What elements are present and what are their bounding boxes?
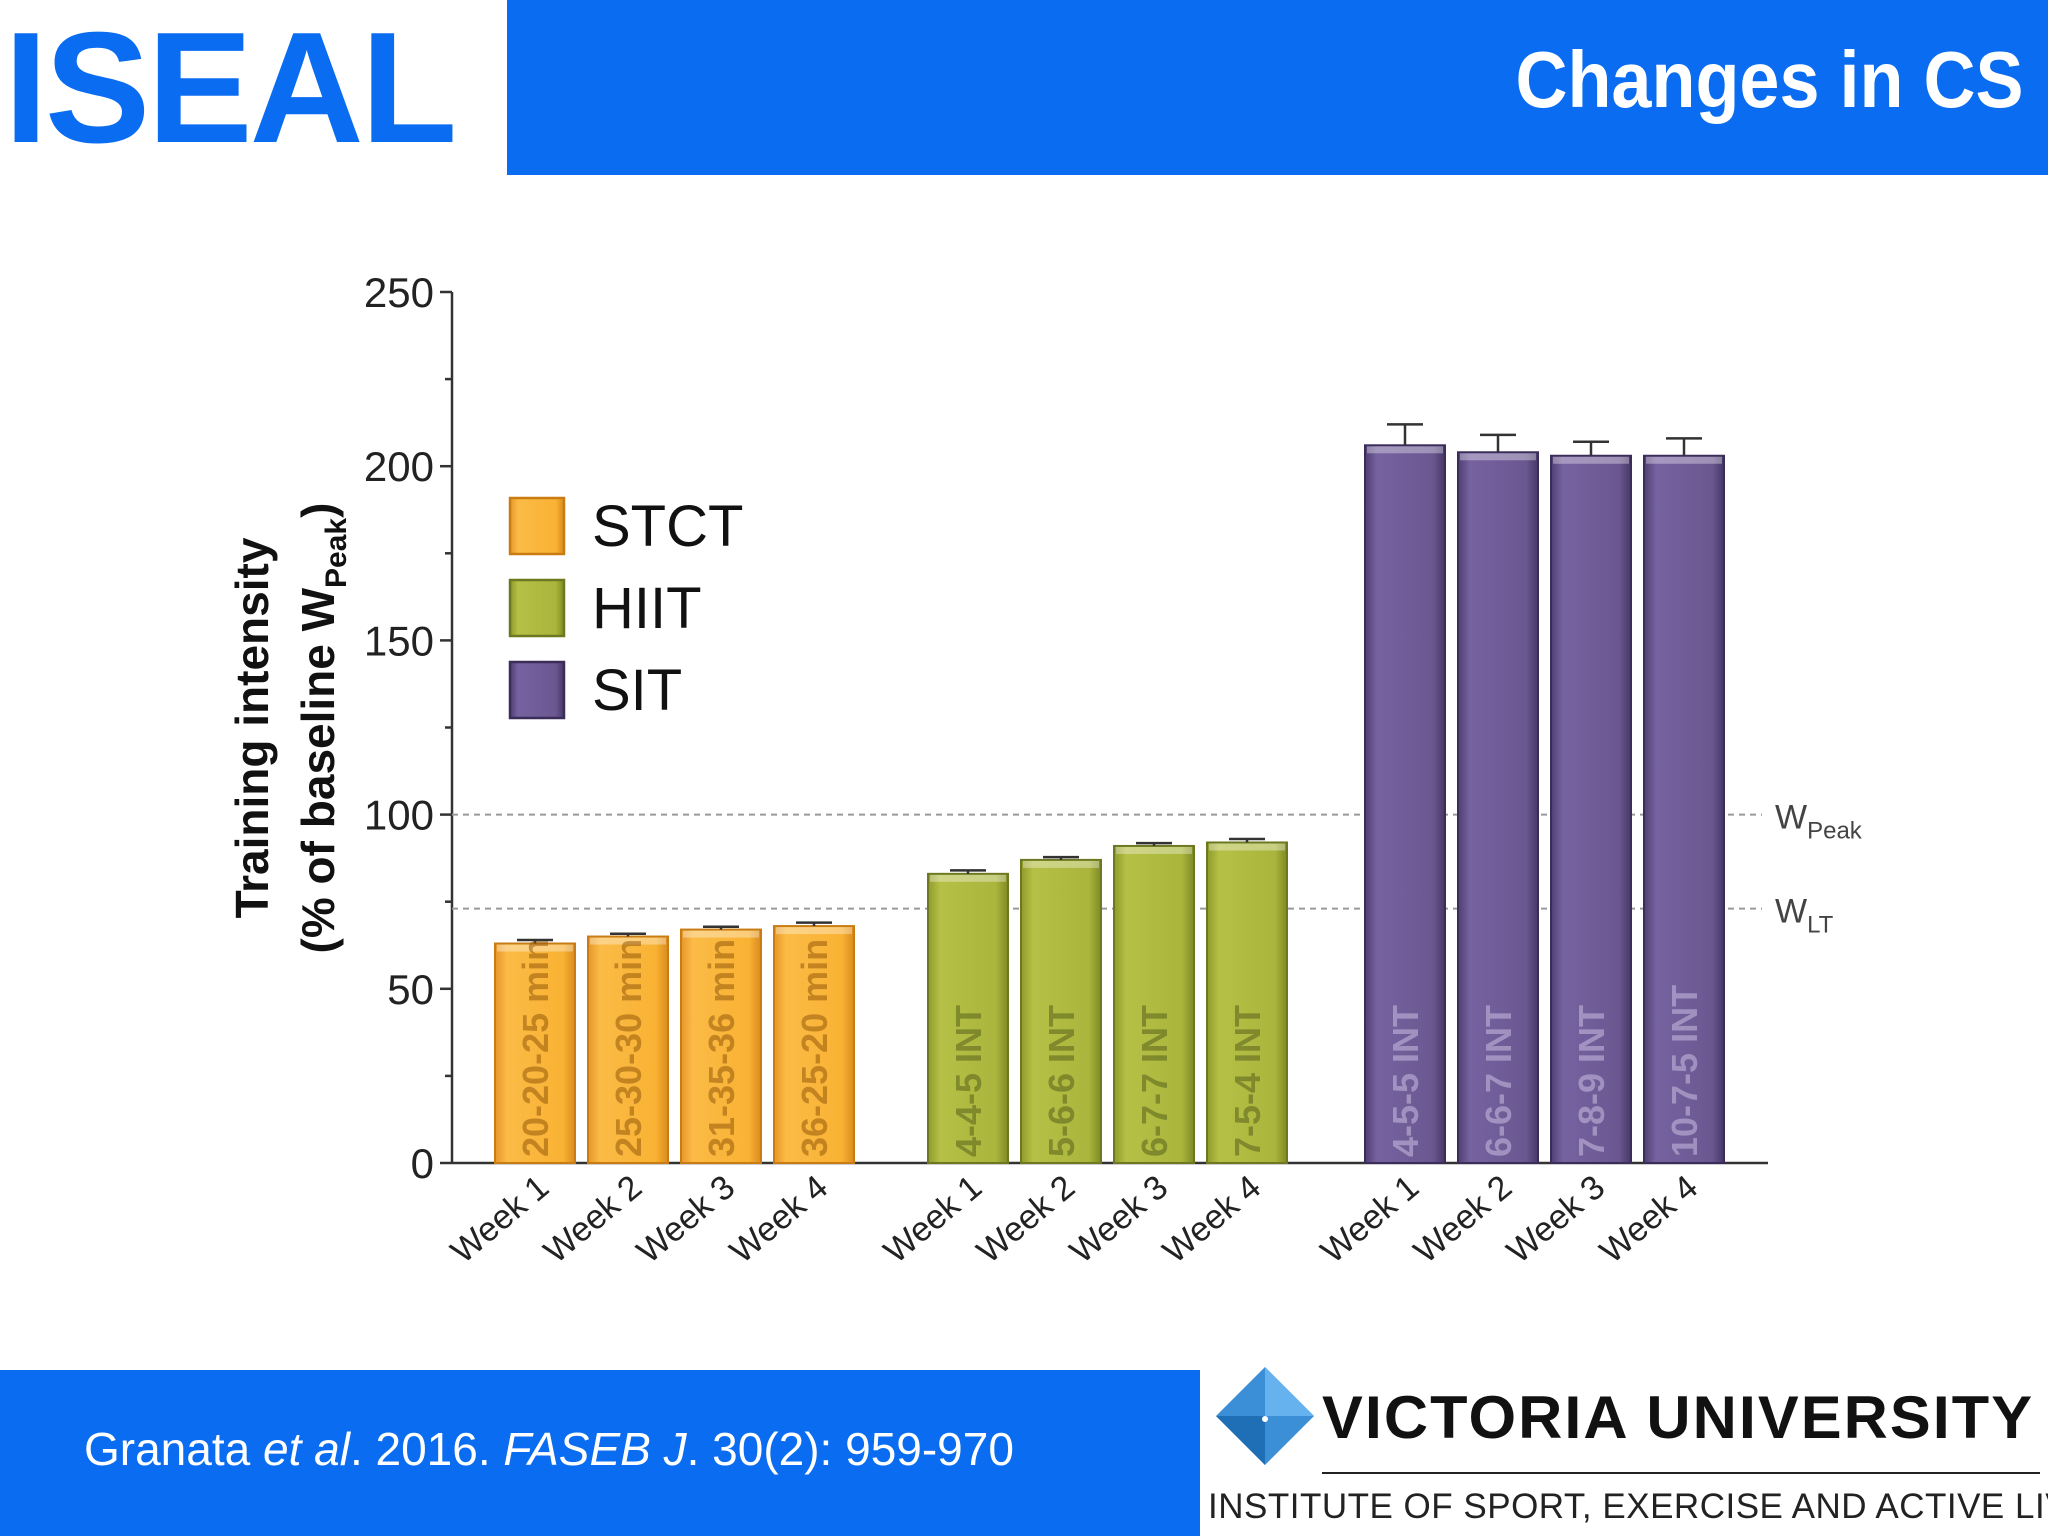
reference-line-label: WPeak: [1775, 799, 1863, 845]
y-tick-label: 200: [364, 443, 434, 490]
x-tick-label: Week 2: [537, 1168, 649, 1271]
iseal-logo: ISEAL: [4, 0, 457, 176]
x-tick-label: Week 2: [1407, 1168, 1519, 1271]
bar: [773, 925, 855, 1165]
x-tick-label: Week 3: [1500, 1168, 1612, 1271]
bar-highlight: [1367, 446, 1443, 454]
bar-highlight: [1646, 456, 1722, 464]
x-tick-label: Week 4: [723, 1168, 835, 1271]
y-tick-label: 50: [387, 966, 434, 1013]
bar-label: 20-20-25 min: [515, 939, 556, 1157]
bar-label: 4-4-5 INT: [948, 1005, 989, 1157]
training-intensity-chart: 0 50 100 150 200 250 Training intensity (% of b…: [226, 269, 1863, 1271]
legend: STCT HIIT SIT: [508, 494, 743, 723]
bar-label: 5-6-6 INT: [1041, 1005, 1082, 1157]
bar-highlight: [590, 937, 666, 945]
legend-swatch: [508, 578, 566, 638]
reference-lines: WPeak WLT: [452, 799, 1863, 939]
header-bar: Changes in CS: [507, 0, 2048, 175]
bar-highlight: [1116, 846, 1192, 854]
bar-highlight: [1023, 860, 1099, 868]
y-axis-label-units: (% of baseline WPeak): [292, 503, 353, 954]
x-tick-label: Week 3: [630, 1168, 742, 1271]
bar-label: 31-35-36 min: [701, 939, 742, 1157]
bar-label: 4-5-5 INT: [1385, 1005, 1426, 1157]
bar-highlight: [1553, 456, 1629, 464]
legend-swatch: [508, 496, 566, 556]
bar-highlight: [1209, 843, 1285, 851]
divider: [1322, 1472, 2040, 1474]
y-tick-label: 250: [364, 269, 434, 316]
diamond-icon: [1214, 1365, 1316, 1467]
legend-label: HIIT: [592, 576, 702, 641]
bar-highlight: [776, 927, 852, 935]
university-name: VICTORIA UNIVERSITY: [1322, 1384, 2035, 1451]
bar-highlight: [497, 944, 573, 952]
bar: [494, 942, 576, 1164]
slide-title: Changes in CS: [1515, 35, 2024, 124]
bar-label: 6-6-7 INT: [1478, 1005, 1519, 1157]
institute-name: INSTITUTE OF SPORT, EXERCISE AND ACTIVE …: [1208, 1487, 2048, 1526]
y-tick-label: 100: [364, 792, 434, 839]
bar: [680, 928, 762, 1165]
reference-line-label: WLT: [1775, 893, 1834, 939]
bar-label: 6-7-7 INT: [1134, 1005, 1175, 1157]
bar: [1643, 454, 1725, 1164]
bar-label: 10-7-5 INT: [1664, 985, 1705, 1157]
bar-highlight: [930, 874, 1006, 882]
y-tick-label: 150: [364, 617, 434, 664]
x-tick-label: Week 4: [1156, 1168, 1268, 1271]
citation: Granata et al. 2016. FASEB J. 30(2): 959…: [84, 1423, 1014, 1475]
bar-highlight: [683, 930, 759, 938]
bar-label: 36-25-20 min: [794, 939, 835, 1157]
victoria-university-logo: VICTORIA UNIVERSITY INSTITUTE OF SPORT, …: [1200, 1365, 2048, 1536]
x-tick-label: Week 4: [1593, 1168, 1705, 1271]
bars: [494, 423, 1725, 1165]
legend-swatch: [508, 660, 566, 720]
x-tick-label: Week 2: [970, 1168, 1082, 1271]
y-tick-label: 0: [411, 1140, 434, 1187]
bar-label: 7-8-9 INT: [1571, 1005, 1612, 1157]
legend-label: STCT: [592, 494, 743, 559]
x-tick-label: Week 3: [1063, 1168, 1175, 1271]
footer-bar: [0, 1370, 1200, 1536]
legend-label: SIT: [592, 658, 682, 723]
bar-label: 7-5-4 INT: [1227, 1005, 1268, 1157]
bar: [1550, 454, 1632, 1164]
bar-label: 25-30-30 min: [608, 939, 649, 1157]
x-tick-label: Week 1: [444, 1168, 556, 1271]
y-axis-label: Training intensity: [226, 537, 278, 918]
bar: [1020, 858, 1102, 1165]
x-tick-label: Week 1: [877, 1168, 989, 1271]
bar: [1206, 841, 1288, 1164]
axis-layer: 0 50 100 150 200 250 Training intensity (% of b…: [226, 269, 1768, 1187]
bar: [1364, 444, 1446, 1164]
bar: [1113, 844, 1195, 1164]
x-tick-label: Week 1: [1314, 1168, 1426, 1271]
bar-highlight: [1460, 453, 1536, 461]
bar: [1457, 451, 1539, 1165]
